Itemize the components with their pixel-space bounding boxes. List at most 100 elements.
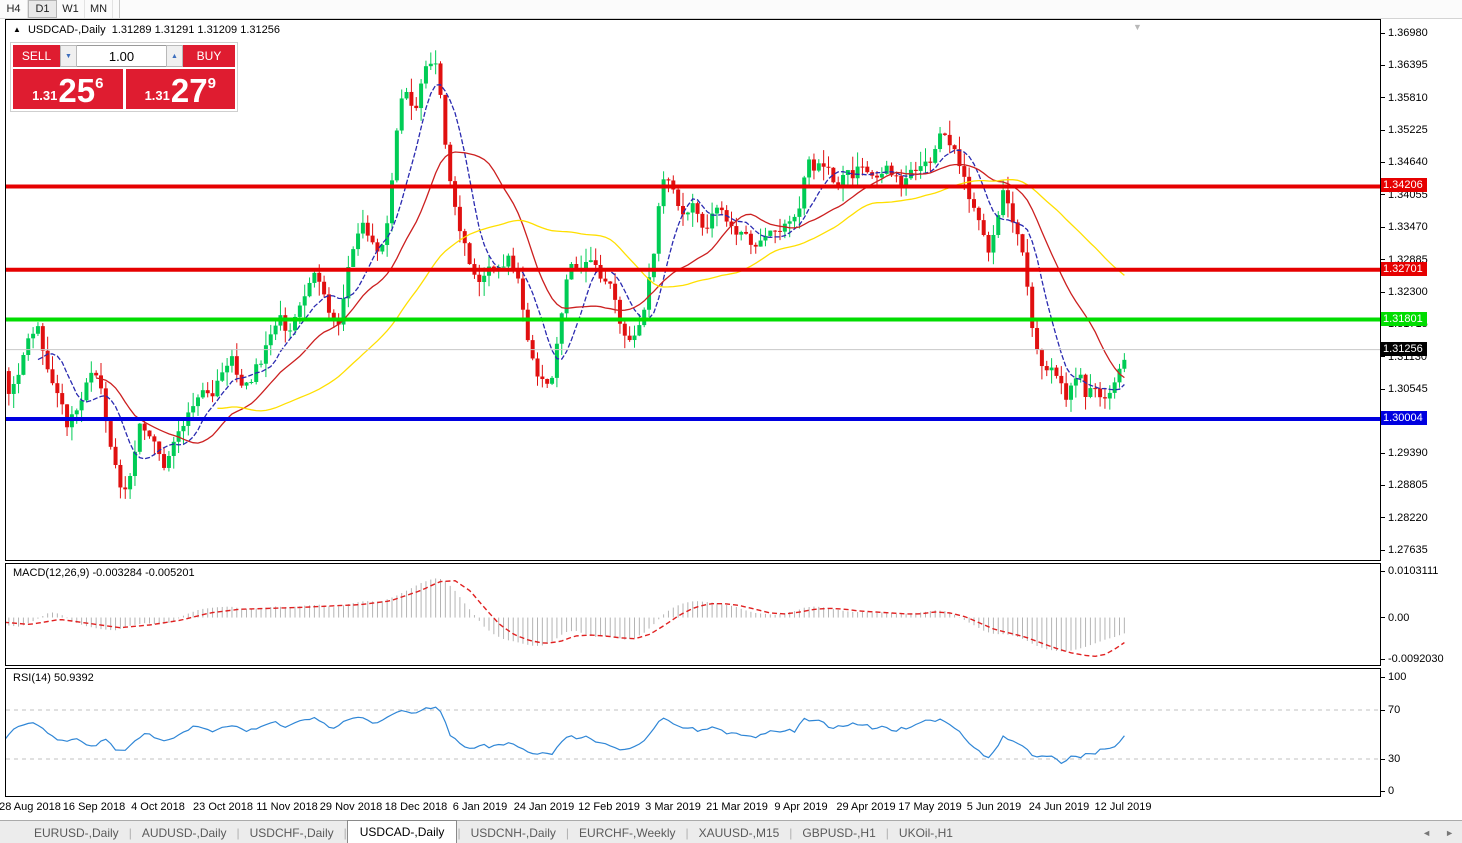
date-tick-label: 28 Aug 2018 xyxy=(0,801,61,813)
date-tick-label: 6 Jan 2019 xyxy=(452,801,508,813)
chart-tab-usdcaddaily[interactable]: USDCAD-,Daily xyxy=(346,820,458,843)
axis-tick: 1.35225 xyxy=(1381,124,1428,136)
date-tick-label: 12 Feb 2019 xyxy=(578,801,640,813)
macd-chart[interactable] xyxy=(6,564,1380,665)
buy-price-button[interactable]: 1.31 27 9 xyxy=(125,69,235,109)
chart-tab-usdchfdaily[interactable]: USDCHF-,Daily xyxy=(249,826,334,840)
date-tick-label: 21 Mar 2019 xyxy=(706,801,768,813)
axis-tick: 1.30545 xyxy=(1381,383,1428,395)
chart-symbol: USDCAD-,Daily xyxy=(27,24,106,36)
axis-tick: 1.29390 xyxy=(1381,447,1428,459)
current-price-label[interactable]: 1.31256 xyxy=(1381,341,1427,356)
date-tick-label: 12 Jul 2019 xyxy=(1094,801,1152,813)
axis-tick: 1.35810 xyxy=(1381,92,1428,104)
timeframe-button-mn[interactable]: MN xyxy=(85,0,113,18)
axis-tick: 1.33470 xyxy=(1381,221,1428,233)
axis-tick: 1.36980 xyxy=(1381,27,1428,39)
ohlc-low: 1.31209 xyxy=(197,24,238,36)
tab-separator: | xyxy=(789,825,793,840)
rsi-indicator-panel[interactable]: RSI(14) 50.9392 xyxy=(5,668,1381,797)
axis-tick: 1.34640 xyxy=(1381,156,1428,168)
buy-price-main: 27 xyxy=(170,72,208,109)
volume-decrease-button[interactable]: ▼ xyxy=(60,45,77,67)
tab-scroll-controls: ◄ ► xyxy=(1422,828,1454,838)
axis-tick: 70 xyxy=(1381,704,1400,716)
tab-separator: | xyxy=(685,825,689,840)
buy-button[interactable]: BUY xyxy=(183,45,235,67)
axis-tick: 1.28220 xyxy=(1381,512,1428,524)
buy-price-prefix: 1.31 xyxy=(144,88,170,103)
date-tick-label: 11 Nov 2018 xyxy=(256,801,318,813)
axis-tick: -0.0092030 xyxy=(1381,653,1444,665)
chart-tab-bar: EURUSD-,Daily | AUDUSD-,Daily | USDCHF-,Dail… xyxy=(0,820,1462,843)
toolbar-separator xyxy=(119,0,120,18)
main-chart-panel[interactable]: ▲ USDCAD-,Daily 1.31289 1.31291 1.31209 … xyxy=(5,19,1381,561)
hline-price-label[interactable]: 1.34206 xyxy=(1381,178,1427,193)
hline-price-label[interactable]: 1.32701 xyxy=(1381,261,1427,276)
date-tick-label: 9 Apr 2019 xyxy=(774,801,828,813)
chart-tab-eurchfweekly[interactable]: EURCHF-,Weekly xyxy=(579,826,676,840)
axis-tick: 0.00 xyxy=(1381,612,1409,624)
sell-price-main: 25 xyxy=(58,72,96,109)
volume-increase-button[interactable]: ▲ xyxy=(166,45,183,67)
date-tick-label: 4 Oct 2018 xyxy=(131,801,185,813)
autoscroll-marker-icon: ▼ xyxy=(1133,22,1142,32)
sell-price-prefix: 1.31 xyxy=(32,88,58,103)
date-axis[interactable]: 28 Aug 2018 16 Sep 2018 4 Oct 2018 23 Oct 2… xyxy=(0,798,1381,816)
axis-tick: 30 xyxy=(1381,753,1400,765)
date-tick-label: 16 Sep 2018 xyxy=(62,801,126,813)
date-tick-label: 3 Mar 2019 xyxy=(645,801,701,813)
chart-tab-eurusddaily[interactable]: EURUSD-,Daily xyxy=(34,826,119,840)
rsi-name: RSI(14) xyxy=(13,672,51,684)
chart-tabs: EURUSD-,Daily | AUDUSD-,Daily | USDCHF-,Dail… xyxy=(24,820,963,843)
date-tick-label: 23 Oct 2018 xyxy=(193,801,253,813)
one-click-trade-panel: SELL ▼ ▲ BUY 1.31 25 6 1.31 27 9 xyxy=(10,42,238,112)
hline-price-label[interactable]: 1.30004 xyxy=(1381,410,1427,425)
macd-label: MACD(12,26,9) -0.003284 -0.005201 xyxy=(13,567,195,579)
macd-indicator-panel[interactable]: MACD(12,26,9) -0.003284 -0.005201 xyxy=(5,563,1381,666)
rsi-chart[interactable] xyxy=(6,669,1380,796)
date-tick-label: 29 Nov 2018 xyxy=(319,801,383,813)
timeframe-button-w1[interactable]: W1 xyxy=(57,0,85,18)
tab-separator: | xyxy=(457,825,461,840)
chevron-up-icon: ▲ xyxy=(171,52,178,60)
ohlc-high: 1.31291 xyxy=(154,24,195,36)
timeframe-button-d1[interactable]: D1 xyxy=(28,0,57,18)
axis-tick: 100 xyxy=(1381,671,1406,683)
date-tick-label: 24 Jan 2019 xyxy=(513,801,575,813)
sell-price-button[interactable]: 1.31 25 6 xyxy=(13,69,123,109)
chart-tab-ukoilh1[interactable]: UKOil-,H1 xyxy=(898,826,953,840)
tab-scroll-right-button[interactable]: ► xyxy=(1445,828,1454,838)
tab-separator: | xyxy=(236,825,240,840)
timeframe-button-h4[interactable]: H4 xyxy=(0,0,28,18)
chart-tab-usdcnhdaily[interactable]: USDCNH-,Daily xyxy=(470,826,556,840)
collapse-arrow-icon[interactable]: ▲ xyxy=(13,25,21,34)
chevron-down-icon: ▼ xyxy=(65,52,72,60)
axis-tick: 1.27635 xyxy=(1381,544,1428,556)
axis-tick: 1.32300 xyxy=(1381,286,1428,298)
date-tick-label: 29 Apr 2019 xyxy=(836,801,896,813)
date-tick-label: 5 Jun 2019 xyxy=(966,801,1022,813)
chart-tab-audusddaily[interactable]: AUDUSD-,Daily xyxy=(141,826,227,840)
candlestick-chart[interactable] xyxy=(6,20,1380,560)
chart-title: ▲ USDCAD-,Daily 1.31289 1.31291 1.31209 … xyxy=(13,24,280,36)
axis-tick: 1.36395 xyxy=(1381,59,1428,71)
macd-name: MACD(12,26,9) xyxy=(13,567,90,579)
rsi-label: RSI(14) 50.9392 xyxy=(13,672,94,684)
chart-tab-xauusdm15[interactable]: XAUUSD-,M15 xyxy=(698,826,780,840)
date-tick-label: 17 May 2019 xyxy=(898,801,962,813)
hline-price-label[interactable]: 1.31801 xyxy=(1381,311,1427,326)
chart-tab-gbpusdh1[interactable]: GBPUSD-,H1 xyxy=(802,826,876,840)
macd-values: -0.003284 -0.005201 xyxy=(92,567,195,579)
price-axis[interactable]: 1.36980 1.36395 1.35810 1.35225 1.34640 1.340… xyxy=(1381,0,1462,820)
sell-button[interactable]: SELL xyxy=(13,45,60,67)
date-tick-label: 18 Dec 2018 xyxy=(384,801,448,813)
tab-scroll-left-button[interactable]: ◄ xyxy=(1422,828,1432,838)
tab-separator: | xyxy=(343,825,347,840)
tab-separator: | xyxy=(885,825,889,840)
axis-tick: 0 xyxy=(1381,785,1394,797)
tab-separator: | xyxy=(565,825,570,840)
volume-input[interactable] xyxy=(77,45,166,67)
ohlc-open: 1.31289 xyxy=(111,24,152,36)
